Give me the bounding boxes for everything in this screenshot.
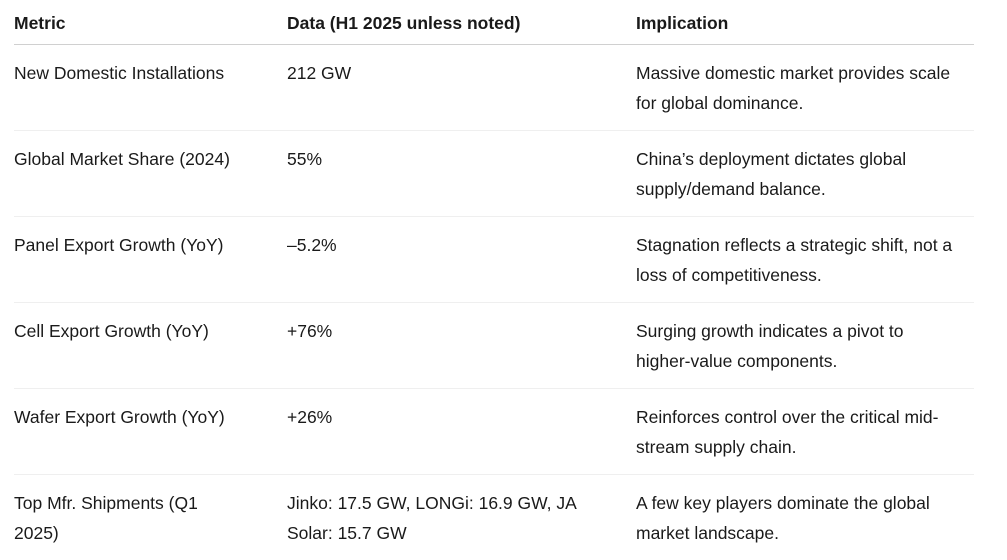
metrics-table-container: Metric Data (H1 2025 unless noted) Impli… [14,0,974,560]
cell-implication: Stagnation reflects a strategic shift, n… [636,217,974,303]
column-header-implication: Implication [636,0,974,45]
cell-metric: Global Market Share (2024) [14,131,287,217]
cell-metric: Panel Export Growth (YoY) [14,217,287,303]
cell-data: +76% [287,303,636,389]
column-header-metric: Metric [14,0,287,45]
table-row: Cell Export Growth (YoY) +76% Surging gr… [14,303,974,389]
cell-data: –5.2% [287,217,636,303]
cell-implication: Surging growth indicates a pivot to high… [636,303,974,389]
table-row: Top Mfr. Shipments (Q1 2025) Jinko: 17.5… [14,475,974,560]
cell-implication: Massive domestic market provides scale f… [636,45,974,131]
cell-metric: Cell Export Growth (YoY) [14,303,287,389]
cell-metric: Wafer Export Growth (YoY) [14,389,287,475]
table-row: Panel Export Growth (YoY) –5.2% Stagnati… [14,217,974,303]
table-header: Metric Data (H1 2025 unless noted) Impli… [14,0,974,45]
cell-implication: Reinforces control over the critical mid… [636,389,974,475]
column-header-data: Data (H1 2025 unless noted) [287,0,636,45]
cell-metric: Top Mfr. Shipments (Q1 2025) [14,475,287,560]
table-row: Global Market Share (2024) 55% China’s d… [14,131,974,217]
cell-implication: China’s deployment dictates global suppl… [636,131,974,217]
table-body: New Domestic Installations 212 GW Massiv… [14,45,974,560]
cell-implication: A few key players dominate the global ma… [636,475,974,560]
table-row: Wafer Export Growth (YoY) +26% Reinforce… [14,389,974,475]
cell-data: 55% [287,131,636,217]
table-row: New Domestic Installations 212 GW Massiv… [14,45,974,131]
table-header-row: Metric Data (H1 2025 unless noted) Impli… [14,0,974,45]
cell-data: +26% [287,389,636,475]
cell-data: 212 GW [287,45,636,131]
metrics-table: Metric Data (H1 2025 unless noted) Impli… [14,0,974,560]
cell-data: Jinko: 17.5 GW, LONGi: 16.9 GW, JA Solar… [287,475,636,560]
cell-metric: New Domestic Installations [14,45,287,131]
